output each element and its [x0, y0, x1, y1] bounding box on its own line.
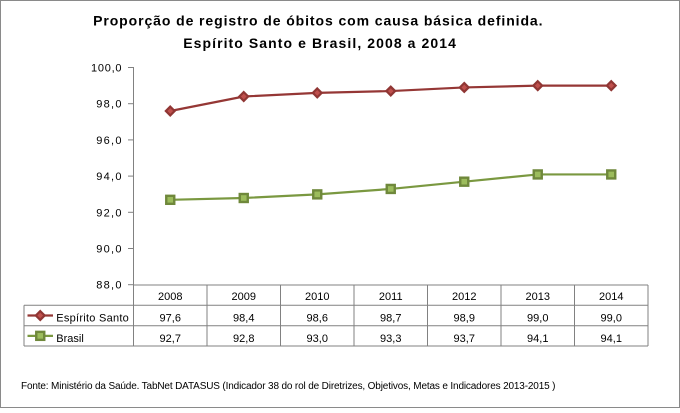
svg-text:98,4: 98,4	[233, 312, 254, 324]
svg-text:93,0: 93,0	[307, 333, 328, 345]
svg-text:96,0: 96,0	[96, 135, 121, 147]
svg-text:2012: 2012	[452, 291, 476, 303]
svg-text:97,6: 97,6	[160, 312, 181, 324]
svg-text:93,7: 93,7	[454, 333, 475, 345]
svg-text:92,0: 92,0	[96, 207, 121, 219]
svg-text:2011: 2011	[379, 291, 403, 303]
svg-text:90,0: 90,0	[96, 244, 121, 256]
svg-text:2009: 2009	[232, 291, 256, 303]
svg-text:2013: 2013	[526, 291, 550, 303]
svg-text:Proporção de registro de óbito: Proporção de registro de óbitos com caus…	[93, 12, 542, 28]
svg-text:93,3: 93,3	[380, 333, 401, 345]
svg-text:99,0: 99,0	[601, 312, 622, 324]
svg-text:Espírito Santo: Espírito Santo	[56, 312, 129, 324]
svg-text:Fonte: Ministério da Saúde. Ta: Fonte: Ministério da Saúde. TabNet DATAS…	[21, 381, 556, 392]
svg-text:100,0: 100,0	[91, 63, 122, 75]
svg-text:94,1: 94,1	[527, 333, 548, 345]
svg-text:99,0: 99,0	[527, 312, 548, 324]
svg-text:98,7: 98,7	[380, 312, 401, 324]
svg-text:2008: 2008	[158, 291, 182, 303]
svg-text:88,0: 88,0	[96, 280, 121, 292]
svg-text:94,0: 94,0	[96, 171, 121, 183]
svg-text:Espírito Santo e Brasil, 2008: Espírito Santo e Brasil, 2008 a 2014	[183, 35, 456, 51]
svg-text:92,7: 92,7	[160, 333, 181, 345]
svg-text:94,1: 94,1	[601, 333, 622, 345]
svg-text:98,0: 98,0	[96, 99, 121, 111]
svg-text:Brasil: Brasil	[56, 333, 84, 345]
svg-text:92,8: 92,8	[233, 333, 254, 345]
svg-text:2014: 2014	[599, 291, 623, 303]
svg-text:2010: 2010	[305, 291, 329, 303]
svg-text:98,9: 98,9	[454, 312, 475, 324]
svg-text:98,6: 98,6	[307, 312, 328, 324]
